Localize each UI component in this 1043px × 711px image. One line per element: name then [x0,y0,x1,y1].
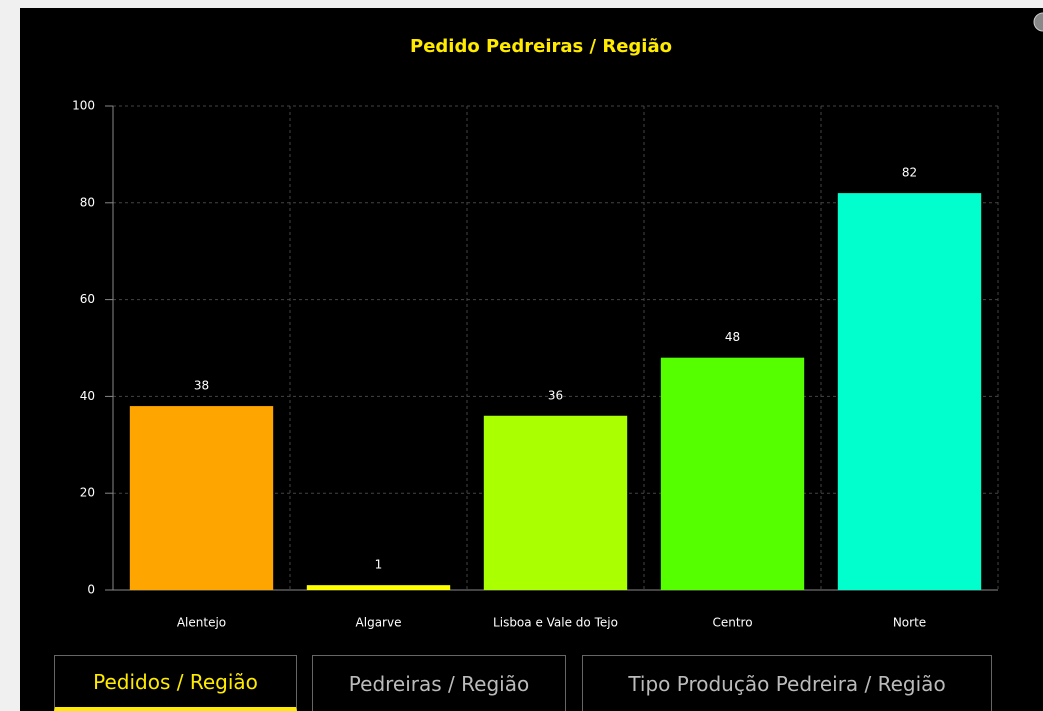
chart-title: Pedido Pedreiras / Região [410,36,672,57]
x-tick-label: Algarve [356,616,402,630]
x-tick-label: Lisboa e Vale do Tejo [493,616,618,630]
data-label: 1 [375,558,383,572]
bar [483,415,628,590]
bar [306,585,451,590]
data-label: 82 [902,166,917,180]
bar [837,193,982,590]
y-tick-label: 20 [80,486,95,500]
y-tick-label: 60 [80,292,95,306]
y-tick-label: 0 [87,583,95,597]
data-label: 38 [194,379,209,393]
y-tick-label: 100 [72,99,95,113]
x-tick-label: Centro [712,616,752,630]
x-tick-label: Norte [893,616,926,630]
close-button[interactable] [1033,12,1043,32]
tab[interactable]: Pedidos / Região [54,655,297,711]
data-label: 48 [725,330,740,344]
bar [660,357,805,590]
data-label: 36 [548,388,563,402]
tab[interactable]: Tipo Produção Pedreira / Região [582,655,992,711]
x-tick-label: Alentejo [177,616,226,630]
y-tick-label: 40 [80,389,95,403]
y-tick-label: 80 [80,195,95,209]
tab[interactable]: Pedreiras / Região [312,655,566,711]
bar [129,406,274,590]
